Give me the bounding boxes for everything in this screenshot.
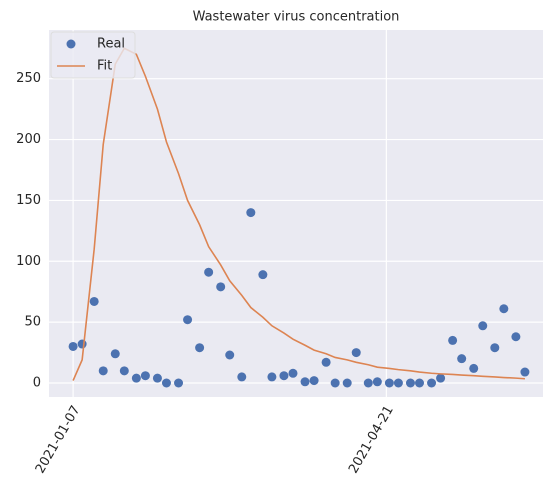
data-point (183, 315, 193, 325)
data-point (300, 377, 310, 387)
data-point (119, 366, 129, 376)
plot-area (49, 30, 543, 397)
data-point (68, 341, 78, 351)
data-point (110, 349, 120, 359)
data-point (267, 372, 277, 382)
data-point (140, 371, 150, 381)
data-point (427, 378, 437, 388)
y-tick-label: 100 (16, 254, 41, 269)
data-point (330, 378, 340, 388)
data-point (204, 267, 214, 277)
data-point (384, 378, 394, 388)
data-point (237, 372, 247, 382)
data-point (161, 378, 171, 388)
data-point (499, 304, 509, 314)
y-tick-label: 200 (16, 132, 41, 147)
data-point (520, 367, 530, 377)
data-point (309, 376, 319, 386)
data-point (478, 321, 488, 331)
y-tick-label: 50 (24, 315, 41, 330)
data-point (321, 357, 331, 367)
data-point (405, 378, 415, 388)
data-point (457, 354, 467, 364)
legend-label: Fit (97, 59, 112, 74)
data-point (216, 282, 226, 292)
data-point (77, 339, 87, 349)
legend-marker (66, 39, 76, 49)
data-point (131, 373, 141, 383)
data-point (195, 343, 205, 353)
fit-line (72, 47, 525, 381)
data-point (98, 366, 108, 376)
x-tick-label: 2021-01-07 (33, 403, 84, 476)
data-point (448, 335, 458, 345)
y-tick-label: 0 (33, 376, 41, 391)
data-point (469, 363, 479, 373)
data-point (351, 348, 361, 358)
y-tick-label: 250 (16, 71, 41, 86)
data-point (393, 378, 403, 388)
data-point (258, 270, 268, 280)
data-point (363, 378, 373, 388)
chart-title: Wastewater virus concentration (193, 10, 400, 25)
data-point (89, 296, 99, 306)
data-point (436, 373, 446, 383)
data-point (246, 208, 256, 218)
data-point (342, 378, 352, 388)
y-tick-label: 150 (16, 193, 41, 208)
data-point (152, 373, 162, 383)
data-point (415, 378, 424, 388)
x-tick-label: 2021-04-21 (346, 403, 397, 476)
data-point (490, 343, 500, 353)
data-point (279, 371, 289, 381)
data-point (288, 368, 298, 378)
data-point (372, 377, 382, 387)
data-point (225, 350, 235, 360)
data-point (511, 332, 521, 342)
legend-label: Real (97, 37, 125, 52)
data-point (174, 378, 184, 388)
